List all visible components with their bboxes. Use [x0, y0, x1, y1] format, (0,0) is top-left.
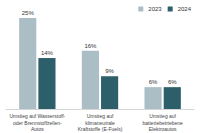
svg-text:Umstieg auf: Umstieg auf	[87, 113, 114, 119]
svg-text:2024: 2024	[178, 6, 192, 12]
svg-text:16%: 16%	[84, 43, 97, 49]
svg-text:14%: 14%	[41, 50, 54, 56]
svg-text:Umstieg auf: Umstieg auf	[149, 113, 176, 119]
svg-text:9%: 9%	[105, 68, 114, 74]
svg-text:2023: 2023	[148, 6, 162, 12]
svg-text:batteriebetriebene: batteriebetriebene	[143, 120, 184, 126]
svg-text:6%: 6%	[168, 79, 177, 85]
svg-text:Autos: Autos	[31, 126, 44, 132]
svg-text:oder Brennstoffzellen-: oder Brennstoffzellen-	[13, 120, 62, 126]
svg-text:Umstieg auf Wasserstoff-: Umstieg auf Wasserstoff-	[9, 113, 65, 119]
svg-text:25%: 25%	[22, 10, 35, 16]
svg-text:klimaneutrale: klimaneutrale	[85, 120, 115, 126]
svg-text:6%: 6%	[149, 79, 158, 85]
svg-text:Elektroautos: Elektroautos	[149, 126, 177, 132]
svg-text:Kraftstoffe (E-Fuels): Kraftstoffe (E-Fuels)	[78, 126, 123, 132]
